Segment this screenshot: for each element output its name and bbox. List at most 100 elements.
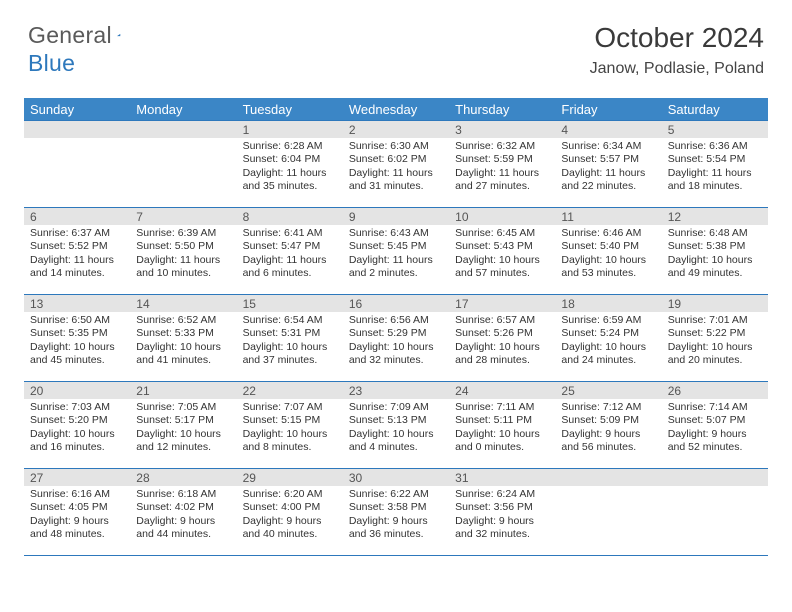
daylight-line: Daylight: 10 hours and 20 minutes. (668, 341, 762, 368)
day-number: 18 (555, 295, 661, 312)
sunset-line: Sunset: 3:56 PM (455, 501, 549, 514)
day-body: Sunrise: 6:20 AMSunset: 4:00 PMDaylight:… (237, 486, 343, 546)
daylight-line: Daylight: 10 hours and 32 minutes. (349, 341, 443, 368)
day-cell: 20Sunrise: 7:03 AMSunset: 5:20 PMDayligh… (24, 382, 130, 468)
sunset-line: Sunset: 5:15 PM (243, 414, 337, 427)
day-body: Sunrise: 6:18 AMSunset: 4:02 PMDaylight:… (130, 486, 236, 546)
day-number: 21 (130, 382, 236, 399)
day-number: 27 (24, 469, 130, 486)
sunset-line: Sunset: 5:11 PM (455, 414, 549, 427)
daylight-line: Daylight: 9 hours and 44 minutes. (136, 515, 230, 542)
dayname-fri: Friday (555, 102, 661, 117)
day-cell: 15Sunrise: 6:54 AMSunset: 5:31 PMDayligh… (237, 295, 343, 381)
day-cell: 10Sunrise: 6:45 AMSunset: 5:43 PMDayligh… (449, 208, 555, 294)
daylight-line: Daylight: 11 hours and 2 minutes. (349, 254, 443, 281)
dayname-sun: Sunday (24, 102, 130, 117)
sunrise-line: Sunrise: 6:37 AM (30, 227, 124, 240)
logo-word-1: General (28, 22, 112, 49)
sunset-line: Sunset: 5:43 PM (455, 240, 549, 253)
day-number: 29 (237, 469, 343, 486)
day-number: 14 (130, 295, 236, 312)
day-cell: 24Sunrise: 7:11 AMSunset: 5:11 PMDayligh… (449, 382, 555, 468)
day-number: 4 (555, 121, 661, 138)
day-number: 3 (449, 121, 555, 138)
logo-word-2-wrap: Blue (28, 50, 75, 77)
sunset-line: Sunset: 5:13 PM (349, 414, 443, 427)
sunrise-line: Sunrise: 7:12 AM (561, 401, 655, 414)
day-cell: 21Sunrise: 7:05 AMSunset: 5:17 PMDayligh… (130, 382, 236, 468)
sunrise-line: Sunrise: 6:30 AM (349, 140, 443, 153)
sunset-line: Sunset: 5:22 PM (668, 327, 762, 340)
sunset-line: Sunset: 5:09 PM (561, 414, 655, 427)
sunrise-line: Sunrise: 7:01 AM (668, 314, 762, 327)
daylight-line: Daylight: 10 hours and 4 minutes. (349, 428, 443, 455)
daylight-line: Daylight: 10 hours and 53 minutes. (561, 254, 655, 281)
dayname-row: Sunday Monday Tuesday Wednesday Thursday… (24, 98, 768, 120)
day-body: Sunrise: 6:45 AMSunset: 5:43 PMDaylight:… (449, 225, 555, 285)
dayname-wed: Wednesday (343, 102, 449, 117)
day-cell (130, 121, 236, 207)
weeks-container: 1Sunrise: 6:28 AMSunset: 6:04 PMDaylight… (24, 120, 768, 556)
daylight-line: Daylight: 11 hours and 35 minutes. (243, 167, 337, 194)
daylight-line: Daylight: 10 hours and 45 minutes. (30, 341, 124, 368)
day-number (662, 469, 768, 486)
daylight-line: Daylight: 11 hours and 14 minutes. (30, 254, 124, 281)
day-cell: 2Sunrise: 6:30 AMSunset: 6:02 PMDaylight… (343, 121, 449, 207)
week-row: 6Sunrise: 6:37 AMSunset: 5:52 PMDaylight… (24, 207, 768, 294)
daylight-line: Daylight: 11 hours and 18 minutes. (668, 167, 762, 194)
daylight-line: Daylight: 10 hours and 49 minutes. (668, 254, 762, 281)
day-number: 8 (237, 208, 343, 225)
day-cell: 13Sunrise: 6:50 AMSunset: 5:35 PMDayligh… (24, 295, 130, 381)
daylight-line: Daylight: 10 hours and 8 minutes. (243, 428, 337, 455)
dayname-sat: Saturday (662, 102, 768, 117)
day-cell: 18Sunrise: 6:59 AMSunset: 5:24 PMDayligh… (555, 295, 661, 381)
sunrise-line: Sunrise: 7:11 AM (455, 401, 549, 414)
daylight-line: Daylight: 11 hours and 10 minutes. (136, 254, 230, 281)
daylight-line: Daylight: 10 hours and 16 minutes. (30, 428, 124, 455)
day-cell: 17Sunrise: 6:57 AMSunset: 5:26 PMDayligh… (449, 295, 555, 381)
day-cell (24, 121, 130, 207)
day-number: 6 (24, 208, 130, 225)
daylight-line: Daylight: 11 hours and 22 minutes. (561, 167, 655, 194)
day-cell (662, 469, 768, 555)
day-body: Sunrise: 6:56 AMSunset: 5:29 PMDaylight:… (343, 312, 449, 372)
daylight-line: Daylight: 11 hours and 27 minutes. (455, 167, 549, 194)
day-number: 2 (343, 121, 449, 138)
day-body: Sunrise: 6:16 AMSunset: 4:05 PMDaylight:… (24, 486, 130, 546)
day-number: 26 (662, 382, 768, 399)
day-number: 11 (555, 208, 661, 225)
daylight-line: Daylight: 10 hours and 12 minutes. (136, 428, 230, 455)
sunset-line: Sunset: 3:58 PM (349, 501, 443, 514)
sunrise-line: Sunrise: 6:52 AM (136, 314, 230, 327)
day-number: 15 (237, 295, 343, 312)
day-cell: 28Sunrise: 6:18 AMSunset: 4:02 PMDayligh… (130, 469, 236, 555)
daylight-line: Daylight: 10 hours and 28 minutes. (455, 341, 549, 368)
day-cell: 5Sunrise: 6:36 AMSunset: 5:54 PMDaylight… (662, 121, 768, 207)
day-cell: 19Sunrise: 7:01 AMSunset: 5:22 PMDayligh… (662, 295, 768, 381)
dayname-mon: Monday (130, 102, 236, 117)
day-number: 23 (343, 382, 449, 399)
sunrise-line: Sunrise: 6:39 AM (136, 227, 230, 240)
day-cell: 12Sunrise: 6:48 AMSunset: 5:38 PMDayligh… (662, 208, 768, 294)
day-body: Sunrise: 6:32 AMSunset: 5:59 PMDaylight:… (449, 138, 555, 198)
day-cell: 25Sunrise: 7:12 AMSunset: 5:09 PMDayligh… (555, 382, 661, 468)
day-cell: 9Sunrise: 6:43 AMSunset: 5:45 PMDaylight… (343, 208, 449, 294)
daylight-line: Daylight: 11 hours and 6 minutes. (243, 254, 337, 281)
sunrise-line: Sunrise: 6:57 AM (455, 314, 549, 327)
calendar: Sunday Monday Tuesday Wednesday Thursday… (24, 98, 768, 556)
day-body: Sunrise: 6:52 AMSunset: 5:33 PMDaylight:… (130, 312, 236, 372)
day-body: Sunrise: 6:54 AMSunset: 5:31 PMDaylight:… (237, 312, 343, 372)
daylight-line: Daylight: 10 hours and 0 minutes. (455, 428, 549, 455)
sunset-line: Sunset: 5:52 PM (30, 240, 124, 253)
day-cell: 14Sunrise: 6:52 AMSunset: 5:33 PMDayligh… (130, 295, 236, 381)
sunset-line: Sunset: 5:17 PM (136, 414, 230, 427)
month-title: October 2024 (590, 22, 764, 54)
sunrise-line: Sunrise: 6:36 AM (668, 140, 762, 153)
sunrise-line: Sunrise: 6:16 AM (30, 488, 124, 501)
sunset-line: Sunset: 5:59 PM (455, 153, 549, 166)
day-body: Sunrise: 6:22 AMSunset: 3:58 PMDaylight:… (343, 486, 449, 546)
day-body: Sunrise: 7:12 AMSunset: 5:09 PMDaylight:… (555, 399, 661, 459)
day-body: Sunrise: 6:36 AMSunset: 5:54 PMDaylight:… (662, 138, 768, 198)
sunrise-line: Sunrise: 7:14 AM (668, 401, 762, 414)
daylight-line: Daylight: 9 hours and 36 minutes. (349, 515, 443, 542)
